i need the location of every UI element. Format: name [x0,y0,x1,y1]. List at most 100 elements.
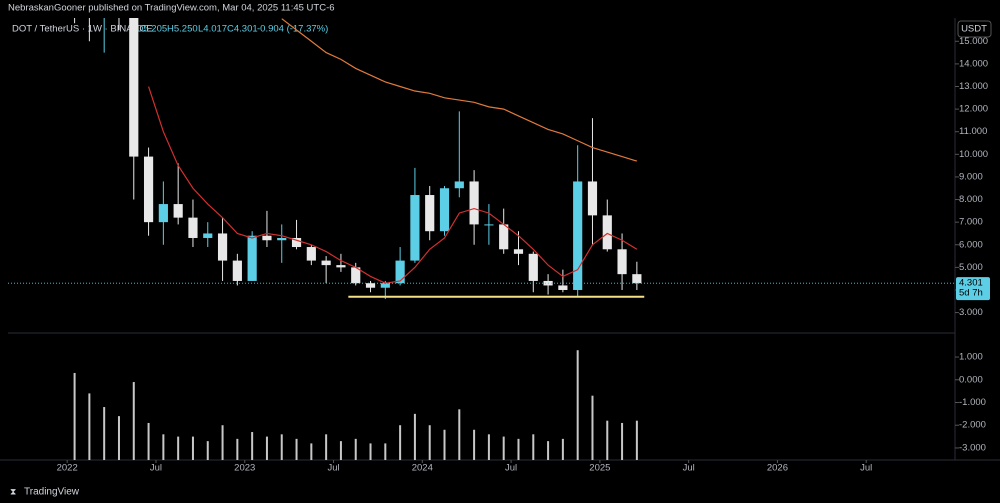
y2-tick-label: 1.000 [959,352,983,363]
candle-body [513,249,524,254]
y2-tick-label: -2.000 [959,420,986,431]
candle-body [129,18,139,157]
countdown: 5d 7h [959,288,983,299]
indicator-bar [473,429,476,460]
indicator-bar [606,420,609,460]
y-tick-label: 12.000 [959,104,988,115]
y-tick-label: 9.000 [959,171,983,182]
x-tick-label: 2024 [412,463,433,474]
currency[interactable]: USDT [961,24,987,35]
candle-body [217,233,228,261]
candle-body [158,204,168,223]
indicator-bar [132,382,135,460]
currency-box[interactable] [957,20,992,38]
indicator-bar [621,422,624,460]
indicator-bar [265,436,268,460]
x-tick-label: 2023 [234,463,255,474]
candle-body [602,215,612,250]
candle-body [410,195,420,261]
y-tick-label: 3.000 [959,307,983,318]
x-tick-label: Jul [505,463,517,474]
indicator-bar [561,438,564,460]
candle-body [587,181,598,216]
y-tick-label: 7.000 [959,217,983,228]
x-tick-label: 2022 [57,463,78,474]
ohlc-high: H5.250 [167,24,198,35]
candle-body [484,224,494,226]
indicator-bar [443,429,446,460]
candle-body [306,247,316,261]
ohlc-close: C4.301 [227,24,258,35]
candle-body [499,224,509,250]
indicator-bar [88,393,91,460]
indicator-bar [369,443,372,460]
candle-body [232,260,242,281]
y-tick-label: 6.000 [959,239,983,250]
indicator-bar [147,422,150,460]
candle-body [336,265,346,268]
candle-body [439,188,450,232]
x-tick-label: Jul [150,463,162,474]
indicator-bar [635,420,638,460]
y2-tick-label: 0.000 [959,374,983,385]
indicator-bar [576,350,579,460]
brand-logo: ⧗ [10,486,16,496]
x-tick-label: Jul [327,463,339,474]
indicator-bar [517,438,520,460]
y-tick-label: 11.000 [959,126,987,137]
indicator-bar [162,434,165,460]
candle-body [143,156,154,223]
candle-body [528,253,538,281]
y2-tick-label: -3.000 [959,442,986,453]
indicator-bar [280,434,283,460]
indicator-bar [221,425,224,460]
indicator-bar [428,425,431,460]
moving-average [281,18,638,162]
indicator-bar [251,432,254,460]
indicator-bar [487,434,490,460]
y-tick-label: 10.000 [959,149,988,160]
y-tick-label: 5.000 [959,262,983,273]
candle-body [632,274,642,284]
indicator-bar [354,438,357,460]
candle-body [262,235,272,241]
candle-body [469,181,479,225]
candle-body [380,283,390,288]
candle-body [365,283,376,288]
last-price-box [956,277,990,301]
indicator-bar [532,434,535,460]
indicator-bar [206,441,209,460]
candle-body [395,260,405,284]
indicator-bar [310,443,313,460]
y-tick-label: 8.000 [959,194,983,205]
candle-body [277,237,287,241]
indicator-bar [295,438,298,460]
candle-body [617,249,627,275]
author-line: NebraskanGooner published on TradingView… [8,3,335,14]
x-tick-label: Jul [860,463,872,474]
candle-body [351,267,361,284]
y2-tick-label: -1.000 [959,397,986,408]
x-tick-label: 2026 [767,463,788,474]
indicator-bar [191,436,194,460]
moving-average [147,86,638,284]
indicator-bar [458,409,461,460]
ohlc-change: -0.904 (-17.37%) [257,24,328,35]
indicator-bar [177,436,180,460]
x-tick-label: 2025 [589,463,610,474]
indicator-bar [117,416,120,460]
last-price-label: 4.301 [959,278,983,289]
y-tick-label: 15.000 [959,36,988,47]
brand: TradingView [24,487,80,498]
ohlc-low: L4.017 [198,24,227,35]
candle-body [173,204,183,218]
indicator-bar [236,438,239,460]
x-tick-label: Jul [683,463,695,474]
indicator-bar [73,372,76,460]
candle-body [247,235,257,281]
indicator-bar [384,443,387,460]
y-tick-label: 14.000 [959,58,988,69]
candle-body [291,237,302,248]
